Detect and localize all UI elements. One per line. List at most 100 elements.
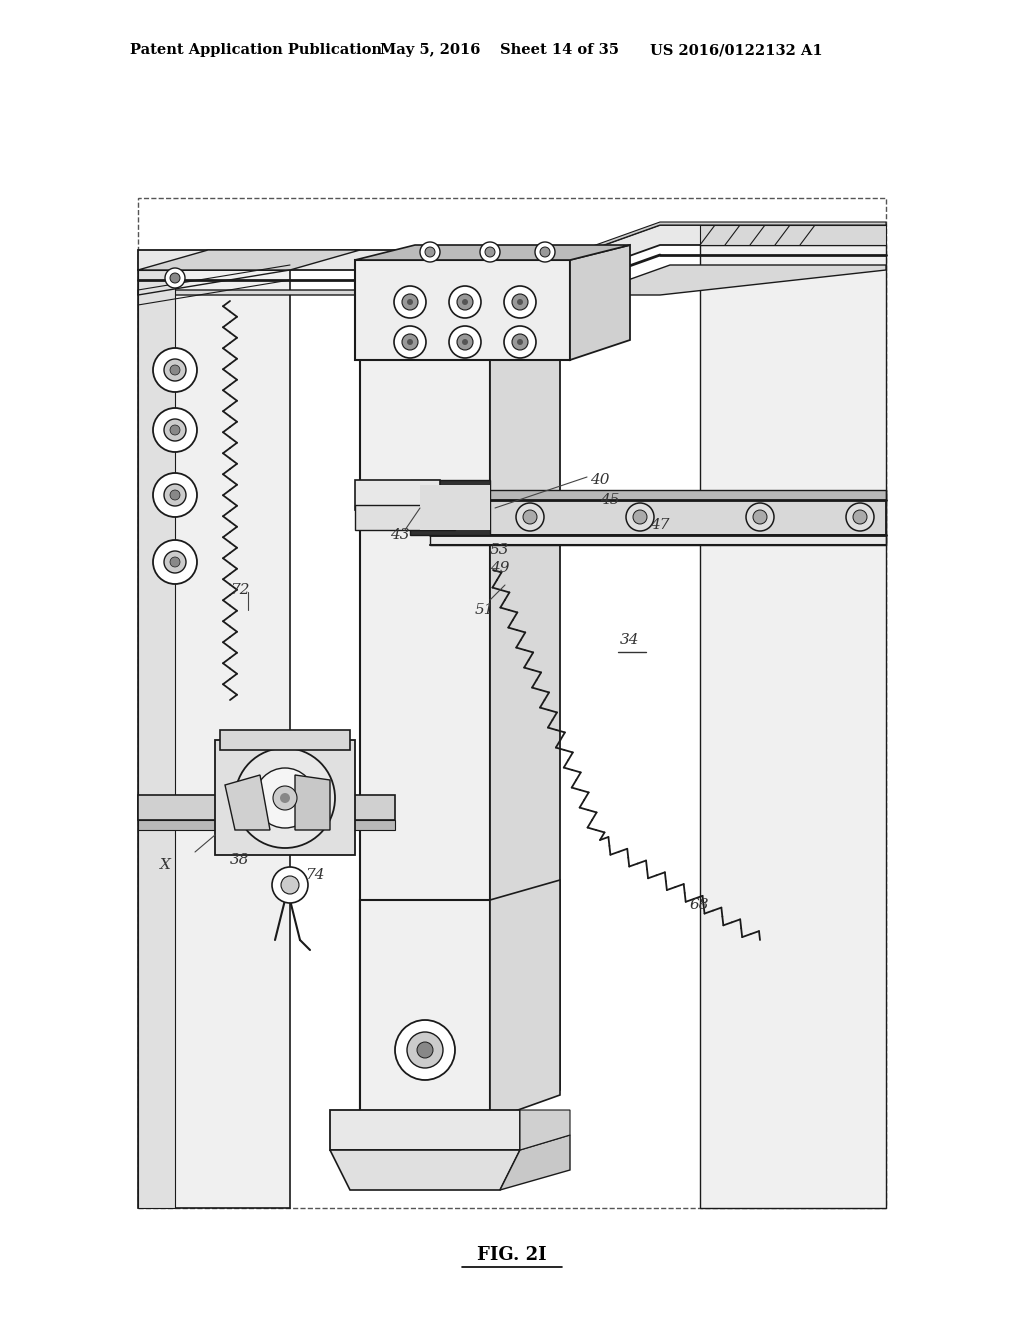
- Text: FIG. 2I: FIG. 2I: [477, 1246, 547, 1265]
- Polygon shape: [138, 271, 175, 1208]
- Text: US 2016/0122132 A1: US 2016/0122132 A1: [650, 44, 822, 57]
- Polygon shape: [490, 260, 560, 1119]
- Circle shape: [164, 418, 186, 441]
- Circle shape: [504, 326, 536, 358]
- Circle shape: [407, 339, 413, 345]
- Circle shape: [417, 1041, 433, 1059]
- Circle shape: [164, 550, 186, 573]
- Circle shape: [746, 503, 774, 531]
- Polygon shape: [590, 222, 886, 249]
- Polygon shape: [360, 900, 490, 1119]
- Circle shape: [457, 334, 473, 350]
- Circle shape: [540, 247, 550, 257]
- Polygon shape: [215, 741, 355, 855]
- Text: 53: 53: [490, 543, 510, 557]
- Circle shape: [394, 326, 426, 358]
- Text: May 5, 2016: May 5, 2016: [380, 44, 480, 57]
- Circle shape: [402, 334, 418, 350]
- Polygon shape: [430, 490, 886, 500]
- Circle shape: [512, 334, 528, 350]
- Polygon shape: [490, 880, 560, 1119]
- Text: 47: 47: [650, 517, 670, 532]
- Polygon shape: [360, 260, 560, 280]
- Text: Patent Application Publication: Patent Application Publication: [130, 44, 382, 57]
- Polygon shape: [355, 506, 455, 531]
- Polygon shape: [138, 820, 395, 830]
- Circle shape: [280, 793, 290, 803]
- Circle shape: [407, 1032, 443, 1068]
- Circle shape: [512, 294, 528, 310]
- Circle shape: [420, 242, 440, 261]
- Text: 34: 34: [620, 634, 640, 647]
- Circle shape: [753, 510, 767, 524]
- Text: 49: 49: [490, 561, 510, 576]
- Text: Sheet 14 of 35: Sheet 14 of 35: [500, 44, 618, 57]
- Circle shape: [153, 408, 197, 451]
- Circle shape: [462, 339, 468, 345]
- Circle shape: [516, 503, 544, 531]
- Polygon shape: [420, 484, 490, 531]
- Circle shape: [407, 300, 413, 305]
- Polygon shape: [570, 246, 630, 360]
- Circle shape: [234, 748, 335, 847]
- Circle shape: [255, 768, 315, 828]
- Text: 74: 74: [305, 869, 325, 882]
- Circle shape: [449, 286, 481, 318]
- Text: 38: 38: [230, 853, 250, 867]
- Circle shape: [626, 503, 654, 531]
- Polygon shape: [138, 265, 886, 294]
- Polygon shape: [355, 260, 570, 360]
- Polygon shape: [295, 775, 330, 830]
- Text: 72: 72: [230, 583, 250, 597]
- Polygon shape: [700, 246, 886, 1208]
- Circle shape: [485, 247, 495, 257]
- Circle shape: [281, 876, 299, 894]
- Polygon shape: [430, 500, 886, 535]
- Text: 45: 45: [600, 492, 620, 507]
- Circle shape: [425, 247, 435, 257]
- Circle shape: [165, 268, 185, 288]
- Polygon shape: [330, 1110, 520, 1150]
- Polygon shape: [138, 795, 395, 820]
- Text: 40: 40: [590, 473, 609, 487]
- Circle shape: [153, 540, 197, 583]
- Circle shape: [535, 242, 555, 261]
- Circle shape: [164, 359, 186, 381]
- Polygon shape: [500, 1135, 570, 1191]
- Polygon shape: [360, 280, 490, 1119]
- Circle shape: [462, 300, 468, 305]
- Circle shape: [273, 785, 297, 810]
- Text: 51: 51: [475, 603, 495, 616]
- Circle shape: [517, 339, 523, 345]
- Polygon shape: [138, 224, 886, 271]
- Polygon shape: [225, 775, 270, 830]
- Polygon shape: [355, 480, 440, 510]
- Circle shape: [395, 1020, 455, 1080]
- Polygon shape: [430, 535, 886, 545]
- Polygon shape: [138, 271, 290, 1208]
- Circle shape: [853, 510, 867, 524]
- Circle shape: [153, 473, 197, 517]
- Polygon shape: [220, 730, 350, 750]
- Circle shape: [170, 273, 180, 282]
- Text: 68: 68: [690, 898, 710, 912]
- Circle shape: [480, 242, 500, 261]
- Circle shape: [504, 286, 536, 318]
- Circle shape: [449, 326, 481, 358]
- Text: 43: 43: [390, 528, 410, 543]
- Polygon shape: [520, 1110, 570, 1150]
- Circle shape: [523, 510, 537, 524]
- Circle shape: [846, 503, 874, 531]
- Circle shape: [153, 348, 197, 392]
- Circle shape: [633, 510, 647, 524]
- Polygon shape: [138, 249, 360, 271]
- Polygon shape: [700, 224, 886, 246]
- Polygon shape: [410, 480, 490, 535]
- Circle shape: [457, 294, 473, 310]
- Circle shape: [394, 286, 426, 318]
- Circle shape: [170, 366, 180, 375]
- Circle shape: [517, 300, 523, 305]
- Circle shape: [170, 557, 180, 568]
- Circle shape: [402, 294, 418, 310]
- Circle shape: [170, 490, 180, 500]
